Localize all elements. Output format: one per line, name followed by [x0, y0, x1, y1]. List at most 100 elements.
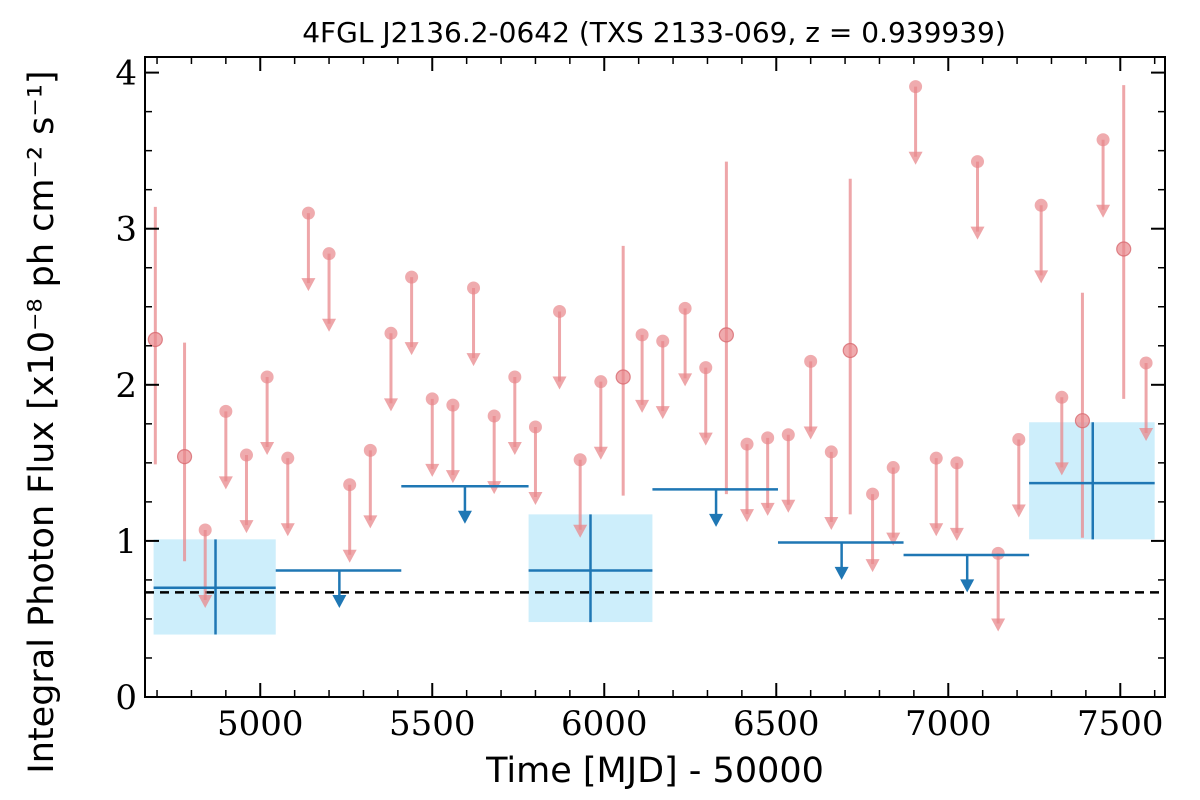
short-bin-upper-limit-head: [260, 442, 275, 456]
long-bin-upper-limit-head: [834, 566, 849, 580]
short-bin-upper-limit-head: [218, 476, 233, 490]
short-bin-upper-limit-marker: [781, 428, 795, 442]
short-bin-upper-limit-head: [552, 376, 567, 390]
short-bin-upper-limit-marker: [950, 456, 964, 470]
short-bin-upper-limit-head: [322, 318, 337, 332]
long-bin-upper-limit-head: [332, 595, 347, 609]
short-bin-upper-limit-head: [908, 151, 923, 165]
long-bin-upper-limit-head: [960, 579, 975, 593]
short-bin-upper-limit-marker: [909, 80, 923, 94]
short-bin-upper-limit-marker: [824, 445, 838, 459]
short-bin-upper-limit-marker: [508, 370, 522, 384]
short-bin-point: [842, 342, 858, 359]
long-bin-upper-limit-head: [457, 510, 472, 524]
short-bin-upper-limit-head: [593, 446, 608, 460]
short-bin-upper-limit-head: [929, 523, 944, 537]
long-bin-upper-limit-head: [709, 513, 724, 527]
short-bin-upper-limit-marker: [991, 546, 1005, 560]
short-bin-upper-limit-head: [301, 278, 316, 292]
short-bin-upper-limit-marker: [239, 448, 253, 462]
short-bin-upper-limit-head: [991, 618, 1006, 632]
plot-area: [145, 80, 1165, 635]
y-tick-label: 0: [115, 678, 137, 718]
short-bin-upper-limit-head: [383, 398, 398, 412]
short-bin-upper-limit-head: [678, 373, 693, 387]
short-bin-upper-limit-marker: [322, 247, 336, 261]
short-bin-upper-limit-head: [1139, 428, 1154, 441]
short-bin-upper-limit-head: [949, 527, 964, 541]
short-bin-upper-limit-head: [487, 481, 502, 495]
short-bin-upper-limit-marker: [594, 375, 608, 389]
short-bin-upper-limit-marker: [553, 304, 567, 318]
short-bin-upper-limit-marker: [281, 451, 295, 465]
short-bin-upper-limit-marker: [740, 437, 754, 451]
short-bin-upper-limit-marker: [886, 461, 900, 475]
short-bin-upper-limit-marker: [573, 453, 587, 467]
short-bin-upper-limit-head: [1011, 504, 1026, 518]
short-bin-upper-limit-head: [740, 509, 755, 523]
y-tick-label: 1: [115, 522, 137, 562]
short-bin-upper-limit-marker: [384, 326, 398, 340]
y-tick-label: 4: [115, 54, 137, 94]
short-bin-upper-limit-head: [528, 492, 543, 505]
short-bin-point: [718, 327, 734, 343]
x-tick-label: 7500: [1077, 704, 1164, 744]
axis-ticks: 5000 5500 6000 6500 7000 7500 0 1 2 3 4: [115, 54, 1165, 744]
y-axis-title: Integral Photon Flux [x10⁻⁸ ph cm⁻² s⁻¹]: [22, 70, 62, 773]
short-bin-upper-limit-head: [824, 516, 839, 530]
short-bin-upper-limit-marker: [804, 354, 818, 368]
short-bin-upper-limit-marker: [446, 398, 460, 412]
short-bin-upper-limit-marker: [656, 334, 670, 348]
short-bin-upper-limit-head: [425, 463, 440, 477]
short-bin-upper-limit-head: [865, 559, 880, 573]
short-bin-upper-limit-head: [1096, 204, 1111, 218]
x-tick-label: 7000: [905, 704, 992, 744]
x-tick-label: 5500: [389, 704, 476, 744]
short-bin-upper-limit-marker: [699, 361, 713, 375]
short-bin-upper-limit-head: [404, 342, 419, 356]
short-bin-upper-limit-marker: [198, 523, 212, 537]
short-bin-upper-limit-head: [466, 353, 481, 367]
y-tick-label: 3: [115, 210, 137, 250]
short-bin-upper-limit-head: [507, 442, 522, 456]
short-bin-upper-limit-head: [635, 399, 650, 413]
short-bin-upper-limit-marker: [866, 487, 880, 501]
short-bin-upper-limit-marker: [1034, 198, 1048, 212]
short-bin-upper-limit-head: [698, 432, 713, 446]
x-tick-label: 5000: [217, 704, 304, 744]
short-bin-upper-limit-head: [803, 426, 818, 440]
x-axis-title: Time [MJD] - 50000: [485, 751, 824, 791]
short-bin-upper-limit-head: [1034, 270, 1049, 284]
short-bin-upper-limit-marker: [405, 270, 419, 284]
short-bin-upper-limit-head: [239, 520, 254, 534]
short-bin-upper-limit-marker: [487, 409, 501, 423]
short-bin-upper-limit-marker: [1055, 390, 1069, 404]
short-bin-upper-limit-head: [781, 499, 796, 513]
short-bin-upper-limit-marker: [219, 404, 233, 418]
short-bin-upper-limit-head: [1054, 462, 1069, 476]
short-bin-upper-limit-head: [280, 523, 295, 537]
short-bin-upper-limit-marker: [425, 392, 439, 406]
short-bin-upper-limit-marker: [635, 328, 649, 342]
short-bin-upper-limit-head: [363, 515, 378, 529]
short-bin-upper-limit-marker: [971, 155, 985, 169]
short-bin-point: [147, 331, 163, 348]
short-bin-upper-limit-head: [970, 226, 985, 240]
short-bin-point: [615, 369, 631, 385]
short-bin-point: [176, 449, 193, 465]
short-bin-upper-limit-head: [573, 524, 588, 538]
short-bin-upper-limit-head: [655, 406, 670, 420]
short-bin-upper-limit-marker: [343, 478, 357, 492]
short-bin-upper-limit-marker: [467, 281, 481, 295]
short-bin-upper-limit-head: [342, 549, 357, 563]
short-bin-upper-limit-marker: [363, 443, 377, 457]
plot-frame: [144, 56, 1166, 698]
short-bin-upper-limit-head: [445, 470, 460, 484]
short-bin-upper-limit-marker: [528, 420, 542, 434]
short-bin-upper-limit-marker: [678, 301, 692, 315]
short-bin-upper-limit-head: [760, 502, 775, 516]
x-tick-label: 6000: [561, 704, 648, 744]
short-bin-upper-limit-marker: [929, 451, 943, 465]
short-bin-upper-limit-marker: [761, 431, 775, 445]
